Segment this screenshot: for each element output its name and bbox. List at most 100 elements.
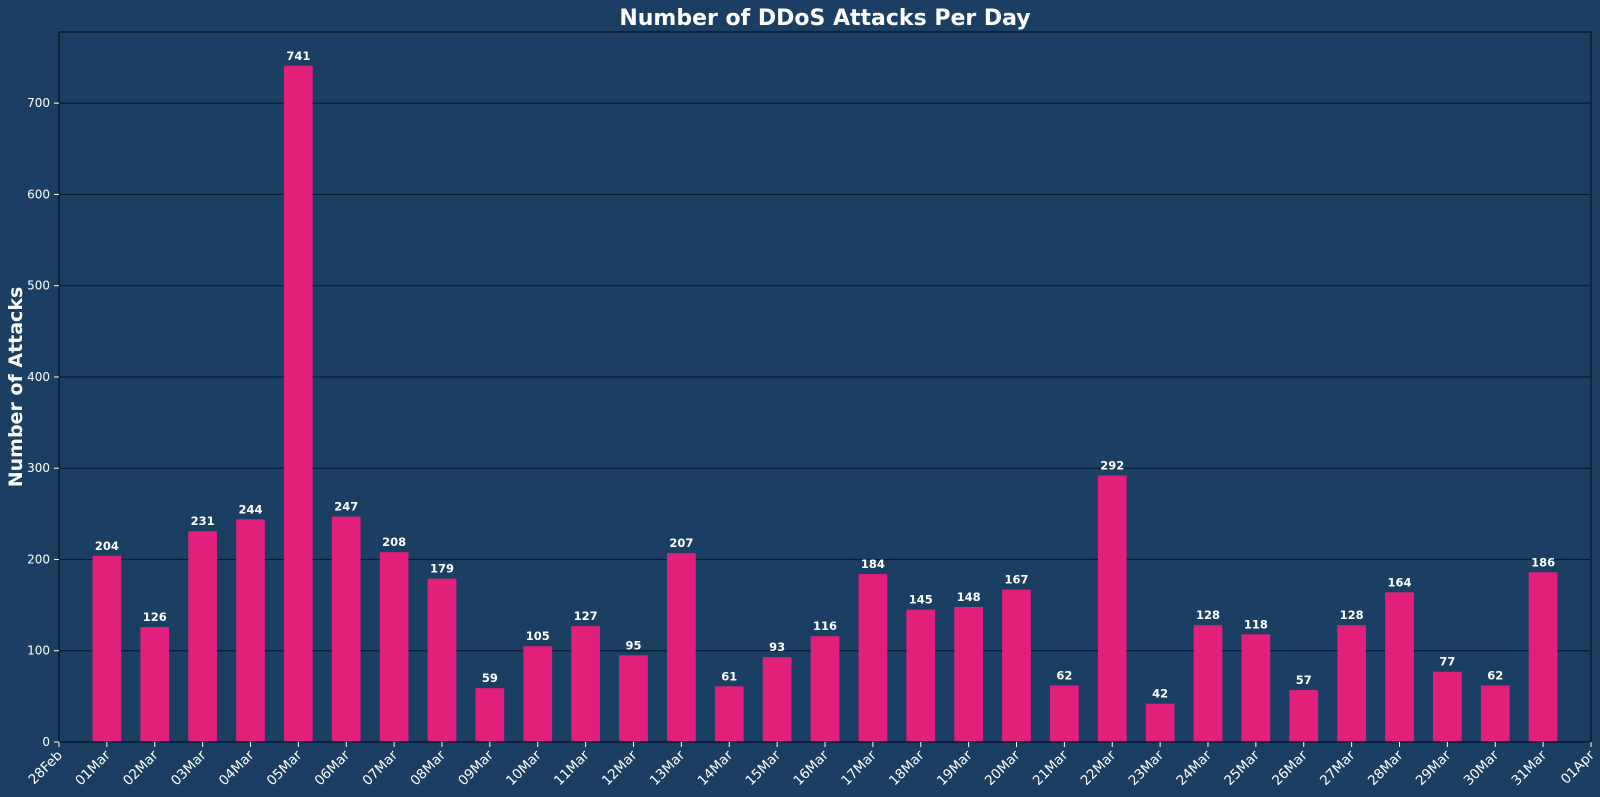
bar-value-label: 244	[238, 502, 262, 516]
x-tick-label: 06Mar	[312, 747, 354, 789]
x-tick-label: 21Mar	[1030, 747, 1072, 789]
bar	[810, 636, 840, 742]
bar	[571, 626, 600, 742]
bar	[475, 688, 505, 742]
bar	[714, 686, 744, 742]
bar	[1433, 671, 1462, 742]
x-tick-label: 17Mar	[838, 747, 880, 789]
x-tick-label: 01Mar	[72, 747, 114, 789]
bar-value-label: 145	[909, 593, 933, 607]
x-tick-label: 31Mar	[1508, 747, 1550, 789]
bar	[1528, 572, 1558, 742]
bar	[140, 627, 170, 742]
x-tick-label: 03Mar	[168, 747, 210, 789]
bar	[906, 609, 936, 742]
bar	[667, 553, 696, 742]
bar	[1002, 589, 1031, 742]
bar	[1193, 625, 1223, 742]
chart-title: Number of DDoS Attacks Per Day	[619, 6, 1030, 31]
bar-value-label: 42	[1152, 687, 1168, 701]
bar-value-label: 179	[430, 562, 454, 576]
y-tick-label: 300	[27, 461, 50, 475]
x-tick-label: 28Feb	[25, 748, 65, 788]
x-tick-label: 11Mar	[551, 747, 593, 789]
bar-value-label: 93	[769, 640, 785, 654]
bar-value-label: 77	[1439, 655, 1455, 669]
bar-value-label: 57	[1296, 673, 1312, 687]
bar	[523, 646, 553, 742]
bar-value-label: 128	[1196, 608, 1220, 622]
x-axis-ticks: 28Feb 01Mar 02Mar 03Mar 04Mar 05Mar 06Mar 07Mar…	[25, 742, 1598, 789]
bar-value-label: 128	[1340, 608, 1364, 622]
bar	[331, 516, 361, 742]
bar	[1480, 685, 1510, 742]
bar	[858, 574, 888, 742]
y-axis-label: Number of Attacks	[5, 287, 27, 488]
bar-value-label: 167	[1004, 573, 1028, 587]
bar	[762, 657, 792, 742]
x-tick-label: 22Mar	[1078, 747, 1120, 789]
bar-value-label: 292	[1100, 459, 1124, 473]
x-tick-label: 16Mar	[790, 747, 832, 789]
bar-value-label: 204	[95, 539, 119, 553]
plot-background	[59, 32, 1591, 742]
x-tick-label: 20Mar	[982, 747, 1024, 789]
x-tick-label: 25Mar	[1221, 747, 1263, 789]
bar-value-label: 62	[1056, 668, 1072, 682]
bar	[1145, 703, 1175, 742]
bar-value-label: 62	[1487, 668, 1503, 682]
x-tick-label: 13Mar	[647, 747, 689, 789]
bar-value-label: 164	[1387, 575, 1411, 589]
x-tick-label: 26Mar	[1269, 747, 1311, 789]
bar	[619, 655, 648, 742]
bar-value-label: 116	[813, 619, 837, 633]
y-tick-label: 700	[27, 96, 50, 110]
bar-value-label: 741	[286, 49, 310, 63]
bar-value-label: 118	[1244, 617, 1268, 631]
x-tick-label: 18Mar	[886, 747, 928, 789]
x-tick-label: 30Mar	[1461, 747, 1503, 789]
x-tick-label: 12Mar	[599, 747, 641, 789]
bar	[284, 65, 313, 743]
y-tick-label: 200	[27, 552, 50, 566]
y-tick-label: 500	[27, 279, 50, 293]
grid-lines	[59, 102, 1591, 652]
y-axis-ticks: 0 100 200 300 400 500 600 700	[27, 96, 59, 749]
bar	[1241, 634, 1271, 742]
x-tick-label: 07Mar	[359, 747, 401, 789]
bar-value-label: 148	[957, 590, 981, 604]
x-tick-label: 04Mar	[216, 747, 258, 789]
bar	[1050, 685, 1079, 742]
bar	[1385, 592, 1414, 742]
bar	[188, 531, 217, 742]
bar-value-label: 95	[625, 638, 641, 652]
x-tick-label: 15Mar	[742, 747, 784, 789]
bar	[954, 606, 983, 742]
x-tick-label: 23Mar	[1125, 747, 1167, 789]
x-tick-label: 29Mar	[1413, 747, 1455, 789]
bar-value-label: 105	[526, 629, 550, 643]
bar-value-label: 59	[482, 671, 498, 685]
x-tick-label: 14Mar	[695, 747, 737, 789]
bar	[379, 552, 409, 742]
y-tick-label: 100	[27, 644, 50, 658]
bar-value-label: 186	[1531, 555, 1555, 569]
bar	[427, 578, 457, 742]
bar-value-label: 126	[143, 610, 167, 624]
y-tick-label: 400	[27, 370, 50, 384]
x-tick-label: 19Mar	[934, 747, 976, 789]
x-tick-label: 01Apr	[1558, 747, 1598, 787]
bar	[1097, 475, 1127, 742]
bar-value-label: 208	[382, 535, 406, 549]
x-tick-label: 10Mar	[503, 747, 545, 789]
x-tick-label: 02Mar	[120, 747, 162, 789]
bar-value-labels: 204 126 231 244 741 247 208 179 59 105 127 95 207 61 9…	[95, 49, 1555, 701]
x-tick-label: 28Mar	[1365, 747, 1407, 789]
bar-value-label: 61	[721, 669, 737, 683]
bar-value-label: 207	[669, 536, 693, 550]
x-tick-label: 05Mar	[264, 747, 306, 789]
bar	[1337, 625, 1366, 742]
x-tick-label: 09Mar	[455, 747, 497, 789]
